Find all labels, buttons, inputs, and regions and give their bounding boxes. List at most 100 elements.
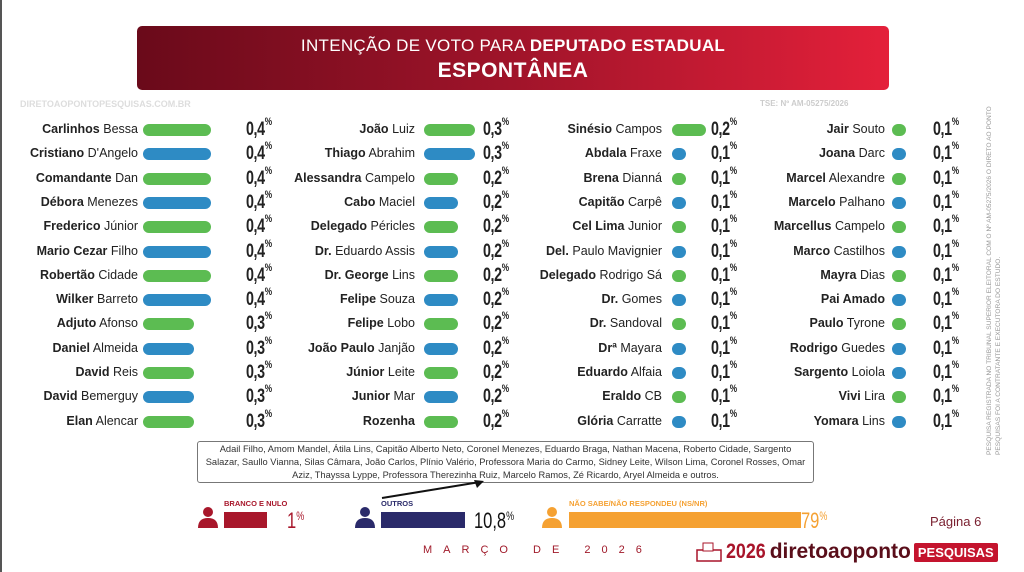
- name-bold: Daniel: [52, 340, 91, 355]
- vote-bar: [892, 221, 906, 234]
- vote-bar: [424, 172, 458, 185]
- watermark-site: DIRETOAOPONTOPESQUISAS.COM.BR: [20, 99, 191, 109]
- name-rest: Cidade: [98, 267, 138, 282]
- percent-sign: %: [501, 237, 509, 250]
- vote-value: 0,1%: [711, 383, 737, 408]
- vote-bar: [143, 124, 211, 136]
- percent-sign: %: [501, 188, 509, 201]
- vote-bar: [672, 172, 686, 185]
- vote-bar: [892, 415, 906, 428]
- percent-sign: %: [729, 334, 737, 347]
- value-label: 0,2: [483, 337, 502, 359]
- candidate-row: Comandante Dan 0,4%: [0, 164, 1024, 190]
- name-rest: Castilhos: [833, 243, 885, 258]
- percent-sign: %: [264, 237, 272, 250]
- summary-value: 10,8%: [474, 510, 514, 532]
- value-label: 0,1: [711, 313, 730, 335]
- candidate-name: Junior Mar: [352, 389, 415, 403]
- percent-sign: %: [264, 359, 272, 371]
- vote-bar: [424, 415, 458, 428]
- percent-sign: %: [264, 383, 272, 396]
- candidate-row: Dr. Gomes 0,1%: [0, 286, 1024, 311]
- value-label: 0,1: [711, 386, 730, 408]
- vote-bar: [892, 124, 906, 136]
- name-rest: Guedes: [841, 340, 885, 355]
- vote-value: 0,4%: [246, 262, 272, 287]
- name-rest: Maciel: [378, 194, 415, 209]
- value-label: 0,2: [483, 289, 502, 311]
- vote-value: 0,1%: [711, 286, 737, 311]
- candidate-row: João Paulo Janjão 0,2%: [0, 335, 1024, 360]
- name-rest: Darc: [858, 146, 885, 161]
- candidate-name: Robertão Cidade: [40, 268, 138, 282]
- name-bold: Drª: [598, 340, 617, 355]
- value-label: 0,3: [246, 313, 265, 335]
- percent-sign: %: [501, 116, 509, 128]
- vote-bar: [424, 367, 458, 379]
- candidate-row: Marco Castilhos 0,1%: [0, 238, 1024, 263]
- summary-bar: [381, 512, 465, 528]
- vote-bar: [892, 245, 906, 258]
- value-label: 0,1: [933, 289, 952, 311]
- vote-bar: [143, 245, 211, 258]
- brand-logo: 2026 diretoaoponto PESQUISAS: [695, 540, 998, 564]
- vote-bar: [672, 245, 686, 258]
- vote-bar: [424, 342, 458, 355]
- summary-name: NÃO SABE/NÃO RESPONDEU: [569, 499, 677, 508]
- candidate-row: Júnior Leite 0,2%: [0, 359, 1024, 384]
- candidate-row: Eraldo CB 0,1%: [0, 383, 1024, 408]
- candidate-name: Rozenha: [363, 414, 415, 428]
- value-label: 0,2: [483, 362, 502, 383]
- name-rest: Reis: [112, 365, 138, 379]
- name-rest: Filho: [110, 243, 138, 258]
- candidate-name: Mayra Dias: [820, 268, 885, 282]
- name-rest: Souza: [379, 292, 415, 307]
- candidate-name: Sargento Loiola: [794, 365, 885, 379]
- percent-sign: %: [264, 164, 272, 177]
- candidate-name: Drª Mayara: [598, 341, 662, 355]
- percent-sign: %: [819, 509, 828, 523]
- name-rest: Luiz: [392, 122, 415, 136]
- name-bold: Felipe: [347, 316, 384, 331]
- name-bold: Junior: [351, 389, 390, 404]
- name-rest: D'Angelo: [87, 146, 138, 161]
- candidate-row: Felipe Lobo 0,2%: [0, 310, 1024, 335]
- percent-sign: %: [501, 407, 509, 420]
- value-label: 0,2: [483, 410, 502, 432]
- name-bold: Rozenha: [362, 413, 415, 428]
- vote-value: 0,3%: [246, 335, 272, 360]
- name-bold: Wilker: [56, 292, 94, 307]
- name-rest: Junior: [627, 219, 662, 234]
- candidate-name: Marcellus Campelo: [774, 219, 885, 233]
- vote-bar: [424, 245, 458, 258]
- value-label: 0,2: [483, 313, 502, 335]
- summary-label: NÃO SABE/NÃO RESPONDEU (NS/NR): [569, 500, 707, 508]
- candidate-name: Júnior Leite: [346, 365, 415, 379]
- name-rest: Almeida: [92, 340, 138, 355]
- candidate-name: Brena Dianná: [583, 171, 662, 185]
- candidate-name: Cristiano D'Angelo: [30, 146, 138, 160]
- value-label: 0,4: [246, 216, 265, 238]
- vote-value: 0,2%: [483, 262, 509, 287]
- candidate-row: Thiago Abrahim 0,3%: [0, 140, 1024, 165]
- vote-bar: [672, 367, 686, 379]
- percent-sign: %: [729, 237, 737, 250]
- name-rest: Eduardo Assis: [335, 243, 415, 258]
- value-label: 0,3: [246, 362, 265, 383]
- candidate-row: Brena Dianná 0,1%: [0, 165, 1024, 190]
- name-bold: Cel Lima: [572, 219, 625, 234]
- candidate-row: Jair Souto 0,1%: [0, 116, 1024, 141]
- vote-value: 0,1%: [711, 310, 737, 335]
- percent-sign: %: [264, 310, 272, 323]
- vote-value: 0,1%: [933, 165, 959, 190]
- vote-value: 0,1%: [711, 262, 737, 287]
- summary-number: 1: [287, 508, 297, 533]
- vote-bar: [892, 196, 906, 209]
- name-rest: Bemerguy: [81, 389, 138, 404]
- value-label: 0,4: [246, 167, 265, 189]
- vote-bar: [672, 124, 706, 136]
- vote-value: 0,4%: [246, 237, 272, 263]
- vote-bar: [892, 269, 906, 282]
- value-label: 0,4: [246, 240, 265, 262]
- name-bold: Dr. George: [324, 267, 389, 282]
